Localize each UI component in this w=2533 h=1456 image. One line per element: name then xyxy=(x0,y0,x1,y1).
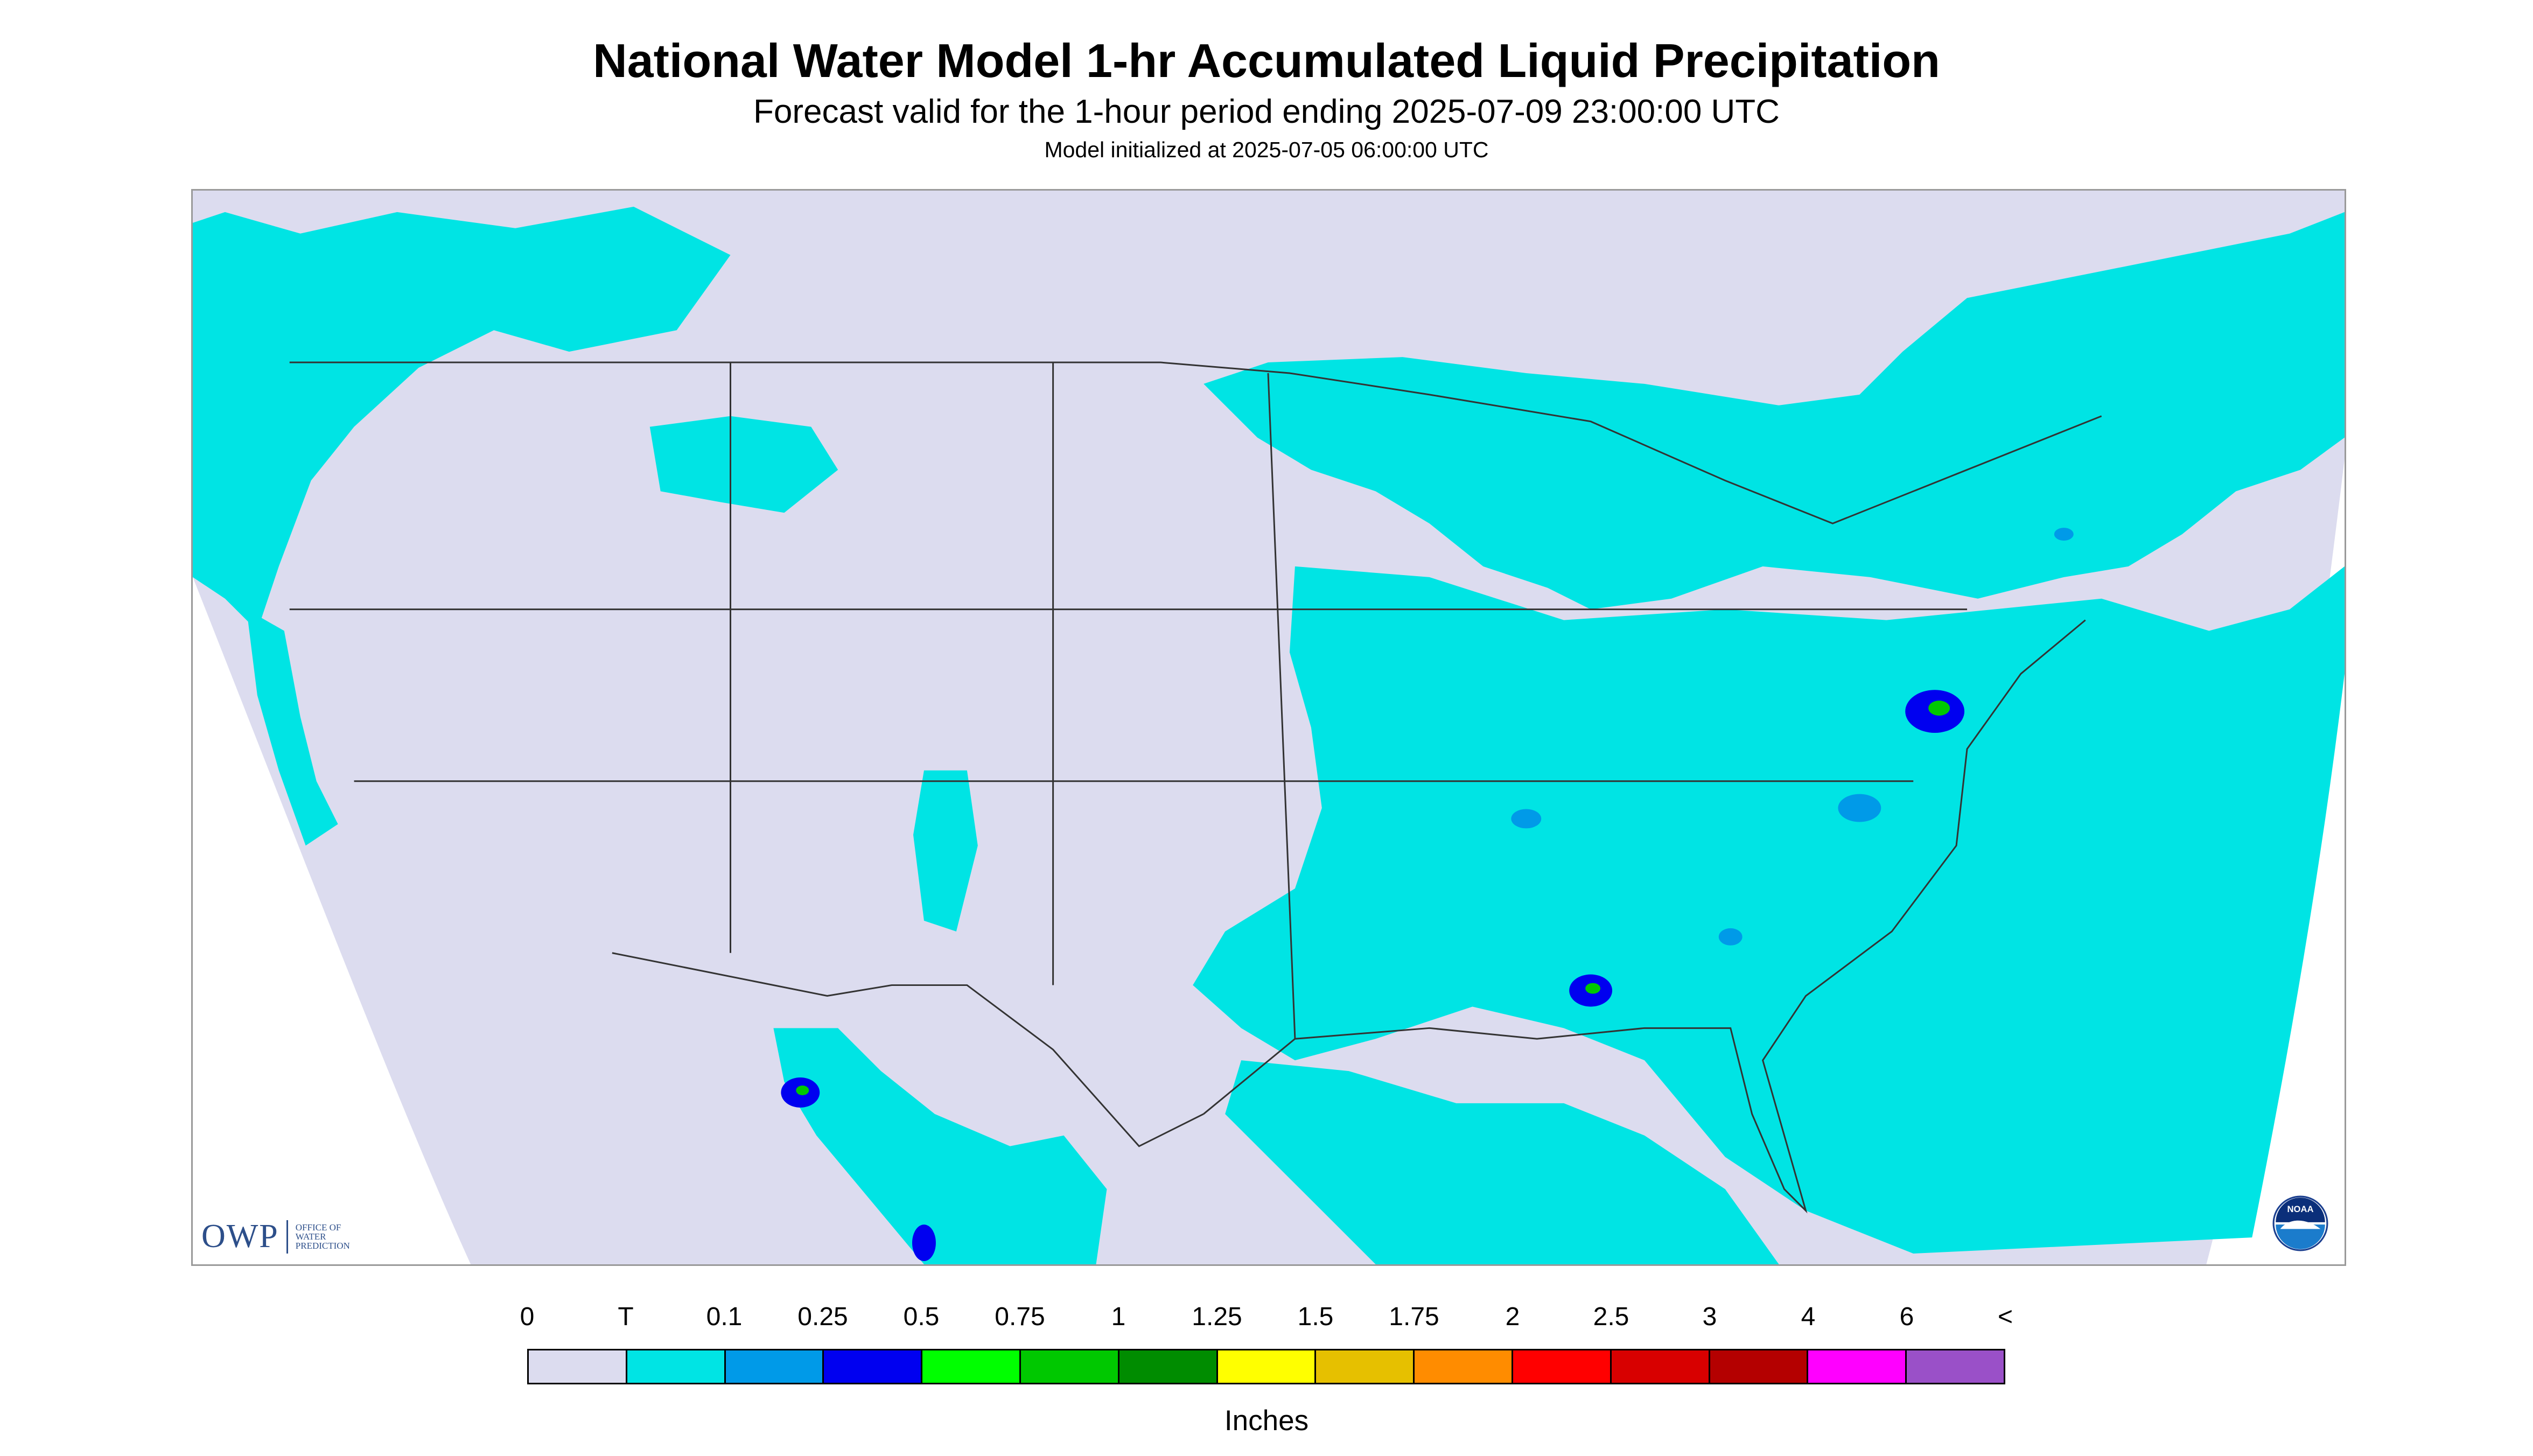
legend-tick-label: T xyxy=(618,1303,634,1331)
legend-tick-label: 3 xyxy=(1702,1303,1717,1331)
precip-area-northwest xyxy=(193,206,731,631)
owp-divider xyxy=(286,1220,288,1254)
cell-maine xyxy=(2054,528,2074,541)
cell-mexico-south xyxy=(912,1224,936,1262)
legend-tick-label: 0.5 xyxy=(903,1303,940,1331)
map-title: National Water Model 1-hr Accumulated Li… xyxy=(593,34,1940,87)
trace-precip-areas xyxy=(193,206,2345,1264)
heavy-precip-cells xyxy=(781,528,2074,1262)
precip-area-gulf xyxy=(1225,1060,1779,1264)
legend-tick-labels: 0 T 0.1 0.25 0.5 0.75 1 1.25 1.5 1.75 2 2.5 3 4 6 < xyxy=(0,1302,2533,1334)
legend-swatch-1 xyxy=(627,1350,726,1383)
owp-name: OFFICE OF WATER PREDICTION xyxy=(295,1222,350,1251)
legend-tick-label: 1 xyxy=(1111,1303,1126,1331)
legend-swatch-7 xyxy=(1217,1350,1317,1383)
owp-logo: OWP OFFICE OF WATER PREDICTION xyxy=(201,1217,350,1256)
us-canada-border xyxy=(289,361,2102,524)
cell-virginia xyxy=(1838,794,1881,822)
precip-area-east xyxy=(1193,566,2345,1254)
legend-swatch-13 xyxy=(1808,1350,1907,1383)
legend-tick-label: 0.75 xyxy=(995,1303,1045,1331)
legend-units-label: Inches xyxy=(1224,1405,1309,1437)
legend-swatch-3 xyxy=(824,1350,923,1383)
gulf-coastline xyxy=(1203,619,2086,1214)
legend-swatch-5 xyxy=(1020,1350,1119,1383)
map-canvas xyxy=(193,191,2345,1264)
us-mexico-border xyxy=(612,952,1204,1147)
political-boundaries xyxy=(289,361,2102,1214)
precip-area-pacific-coast xyxy=(246,609,338,846)
legend-swatch-10 xyxy=(1513,1350,1612,1383)
model-init-time: Model initialized at 2025-07-05 06:00:00… xyxy=(1044,137,1489,162)
legend-tick-label: 0.25 xyxy=(797,1303,848,1331)
legend-tick-label: 1.75 xyxy=(1389,1303,1439,1331)
legend-tick-label: 0.1 xyxy=(706,1303,743,1331)
precip-area-montana xyxy=(649,416,838,513)
legend-tick-label: 1.25 xyxy=(1192,1303,1242,1331)
precip-area-mexico xyxy=(773,1028,1107,1264)
state-line-3 xyxy=(1267,373,1296,1039)
cell-illinois xyxy=(1511,809,1542,829)
legend-tick-label: 2.5 xyxy=(1593,1303,1629,1331)
legend-swatch-14 xyxy=(1907,1350,2004,1383)
legend-swatch-2 xyxy=(725,1350,824,1383)
legend-swatch-0 xyxy=(529,1350,627,1383)
noaa-seal-icon: NOAA xyxy=(2272,1195,2328,1251)
legend-swatch-9 xyxy=(1415,1350,1513,1383)
precipitation-map: OWP OFFICE OF WATER PREDICTION NOAA xyxy=(191,189,2346,1266)
legend-swatch-6 xyxy=(1119,1350,1218,1383)
map-subtitle: Forecast valid for the 1-hour period end… xyxy=(753,93,1780,130)
legend-swatch-11 xyxy=(1611,1350,1710,1383)
owp-mark: OWP xyxy=(201,1218,279,1255)
precip-area-north-central xyxy=(1203,212,2345,610)
legend-tick-label: 2 xyxy=(1505,1303,1520,1331)
svg-text:NOAA: NOAA xyxy=(2287,1204,2314,1214)
precip-area-new-mexico xyxy=(913,770,978,932)
cell-georgia xyxy=(1718,928,1743,946)
legend-swatch-8 xyxy=(1316,1350,1415,1383)
legend-tick-label: < xyxy=(1997,1303,2013,1331)
legend-swatch-12 xyxy=(1710,1350,1809,1383)
legend-tick-label: 1.5 xyxy=(1297,1303,1334,1331)
legend-tick-label: 6 xyxy=(1899,1303,1914,1331)
color-legend xyxy=(527,1349,2005,1384)
legend-tick-label: 4 xyxy=(1801,1303,1816,1331)
legend-tick-label: 0 xyxy=(520,1303,535,1331)
legend-swatch-4 xyxy=(922,1350,1021,1383)
